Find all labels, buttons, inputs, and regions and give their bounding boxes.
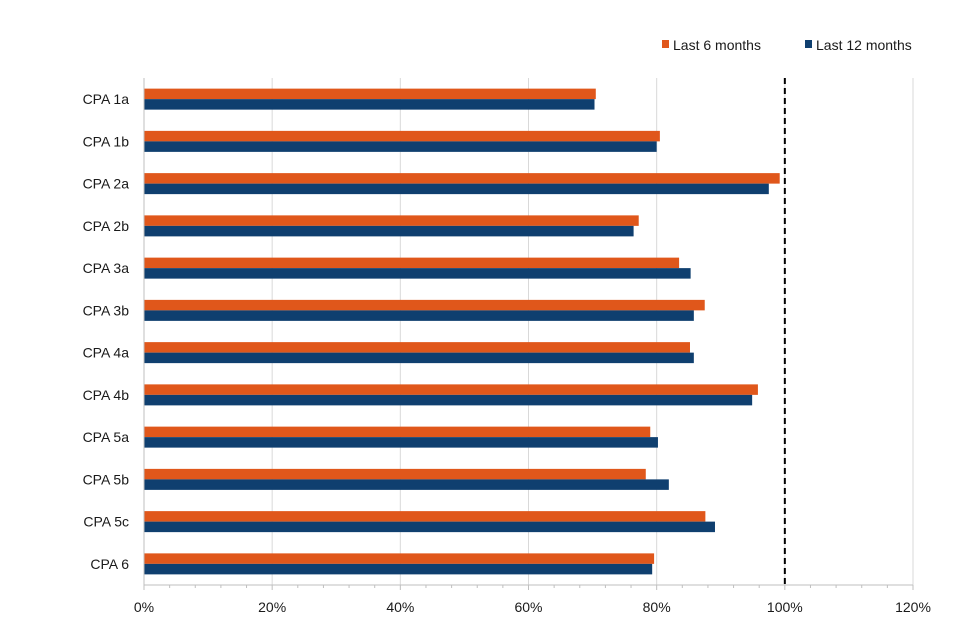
legend-item-last-12-months-label: Last 12 months xyxy=(816,37,912,53)
bar-last-6-months xyxy=(144,257,680,269)
legend: Last 6 months Last 12 months xyxy=(662,37,912,53)
x-tick-label: 20% xyxy=(258,599,286,615)
bar-last-6-months xyxy=(144,384,758,395)
x-tick-label: 0% xyxy=(134,599,154,615)
x-tick-label: 60% xyxy=(514,599,542,615)
bar-last-12-months xyxy=(144,183,769,195)
bar-last-12-months xyxy=(144,479,669,490)
bar-last-6-months xyxy=(144,173,780,184)
bar-last-6-months xyxy=(144,342,690,353)
bar-last-12-months xyxy=(144,310,694,321)
category-label: CPA 2b xyxy=(83,218,130,234)
x-tick-label: 80% xyxy=(643,599,671,615)
bar-last-6-months xyxy=(144,468,646,480)
bar-last-12-months xyxy=(144,99,595,110)
category-label: CPA 5b xyxy=(83,471,130,487)
bar-last-6-months xyxy=(144,299,705,311)
bar-last-6-months xyxy=(144,426,651,438)
bar-last-6-months xyxy=(144,215,639,226)
bar-last-6-months xyxy=(144,88,596,100)
axes xyxy=(143,78,914,590)
y-axis-labels: CPA 1a CPA 1b CPA 2a CPA 2b CPA 3a CPA 3b CPA … xyxy=(83,91,130,572)
category-label: CPA 1a xyxy=(83,91,130,107)
legend-item-last-6-months-label: Last 6 months xyxy=(673,37,761,53)
bar-last-12-months xyxy=(144,563,653,575)
bar-last-12-months xyxy=(144,521,715,533)
bar-last-12-months xyxy=(144,394,753,406)
x-tick-label: 40% xyxy=(386,599,414,615)
category-label: CPA 6 xyxy=(90,556,129,572)
legend-item-last-6-months-swatch xyxy=(662,40,669,48)
bar-last-12-months xyxy=(144,437,658,448)
category-label: CPA 1b xyxy=(83,133,130,149)
category-label: CPA 4b xyxy=(83,387,130,403)
bar-last-12-months xyxy=(144,225,634,237)
category-label: CPA 4a xyxy=(83,345,130,361)
x-tick-label: 120% xyxy=(895,599,931,615)
bar-last-6-months xyxy=(144,130,660,142)
bar-last-12-months xyxy=(144,141,657,152)
bar-last-6-months xyxy=(144,553,655,564)
category-label: CPA 5c xyxy=(83,514,129,530)
gridlines xyxy=(271,78,914,585)
bar-last-6-months xyxy=(144,511,706,522)
x-tick-label: 100% xyxy=(767,599,803,615)
category-label: CPA 5a xyxy=(83,429,130,445)
category-label: CPA 3b xyxy=(83,302,130,318)
category-label: CPA 3a xyxy=(83,260,130,276)
category-label: CPA 2a xyxy=(83,176,130,192)
bars xyxy=(144,88,780,575)
legend-item-last-12-months-swatch xyxy=(805,40,812,48)
bar-last-12-months xyxy=(144,352,694,364)
x-axis-labels: 0% 20% 40% 60% 80% 100% 120% xyxy=(134,599,931,615)
bar-last-12-months xyxy=(144,268,691,279)
